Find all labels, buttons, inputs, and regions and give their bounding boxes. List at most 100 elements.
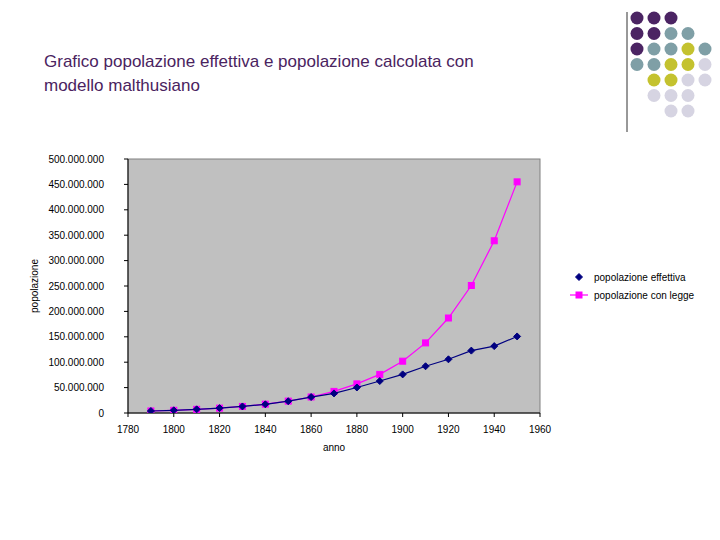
x-tick-label: 1960 — [529, 424, 552, 435]
data-point — [399, 371, 406, 378]
x-tick — [128, 413, 129, 417]
decoration-dot — [699, 43, 712, 56]
decoration-dot — [631, 43, 644, 56]
decoration-dot — [682, 89, 695, 102]
legend-item: popolazione effettiva — [576, 272, 686, 283]
y-tick-label: 50.000.000 — [54, 382, 104, 393]
series-group — [147, 179, 520, 413]
data-point — [171, 407, 177, 413]
data-point — [331, 390, 338, 397]
data-point — [491, 343, 498, 350]
y-tick-label: 500.000.000 — [48, 154, 104, 165]
data-point — [239, 403, 246, 410]
data-point — [193, 406, 200, 413]
decoration-dot — [682, 105, 695, 118]
x-tick — [356, 413, 357, 417]
decoration — [627, 12, 712, 133]
legend-marker — [576, 292, 582, 298]
y-tick-label: 100.000.000 — [48, 357, 104, 368]
decoration-dot — [648, 89, 661, 102]
data-point — [262, 401, 269, 408]
data-point — [217, 405, 223, 411]
data-point — [514, 179, 520, 185]
y-tick — [124, 362, 128, 363]
data-point — [308, 394, 314, 400]
x-tick — [448, 413, 449, 417]
decoration-dot — [682, 58, 695, 71]
data-point — [514, 333, 521, 340]
x-tick-label: 1840 — [254, 424, 277, 435]
decoration-dot — [665, 43, 678, 56]
x-tick-label: 1780 — [117, 424, 140, 435]
legend-label: popolazione con legge — [594, 290, 695, 301]
decoration-dot — [648, 58, 661, 71]
decoration-dot — [665, 89, 678, 102]
decoration-dot — [648, 12, 661, 25]
chart-svg: 050.000.000100.000.000150.000.000200.000… — [0, 0, 720, 540]
data-point — [445, 315, 451, 321]
y-tick-label: 300.000.000 — [48, 255, 104, 266]
y-axis-title: popolazione — [29, 259, 40, 313]
data-point — [353, 384, 360, 391]
data-point — [468, 347, 475, 354]
series-line — [151, 336, 517, 411]
y-tick-label: 450.000.000 — [48, 179, 104, 190]
decoration-dot — [665, 58, 678, 71]
x-tick-label: 1820 — [208, 424, 231, 435]
data-point — [239, 403, 245, 409]
legend-item: popolazione con legge — [570, 290, 695, 301]
y-tick — [124, 159, 128, 160]
decoration-dot — [682, 43, 695, 56]
data-point — [194, 406, 200, 412]
plot-area — [128, 159, 540, 413]
data-point — [491, 238, 497, 244]
y-tick — [124, 184, 128, 185]
data-point — [148, 408, 154, 413]
decoration-dot — [648, 74, 661, 87]
data-point — [445, 356, 452, 363]
y-tick — [124, 235, 128, 236]
data-point — [376, 378, 383, 385]
x-tick-label: 1920 — [437, 424, 460, 435]
decoration-dot — [648, 43, 661, 56]
x-tick — [265, 413, 266, 417]
decoration-line — [627, 12, 628, 132]
y-tick-label: 350.000.000 — [48, 230, 104, 241]
data-point — [308, 394, 315, 401]
x-tick — [494, 413, 495, 417]
decoration-dot — [648, 27, 661, 40]
y-tick — [124, 209, 128, 210]
y-tick — [124, 336, 128, 337]
x-tick — [219, 413, 220, 417]
data-point — [377, 371, 383, 377]
decoration-dot — [665, 74, 678, 87]
decoration-dot — [631, 12, 644, 25]
data-point — [422, 363, 429, 370]
y-tick — [124, 311, 128, 312]
x-tick — [311, 413, 312, 417]
y-tick-label: 150.000.000 — [48, 331, 104, 342]
data-point — [400, 358, 406, 364]
data-point — [147, 408, 154, 413]
data-point — [468, 282, 474, 288]
x-tick — [173, 413, 174, 417]
decoration-dot — [699, 74, 712, 87]
legend-marker — [576, 274, 583, 281]
x-axis-title: anno — [323, 442, 346, 453]
x-axis-line — [128, 413, 540, 414]
y-tick-label: 200.000.000 — [48, 306, 104, 317]
x-tick-label: 1860 — [300, 424, 323, 435]
decoration-dot — [665, 27, 678, 40]
decoration-dot — [665, 105, 678, 118]
decoration-dot — [631, 58, 644, 71]
x-tick-label: 1800 — [163, 424, 186, 435]
x-tick — [402, 413, 403, 417]
y-tick — [124, 387, 128, 388]
x-tick-label: 1940 — [483, 424, 506, 435]
legend-label: popolazione effettiva — [594, 272, 686, 283]
x-tick-label: 1900 — [392, 424, 415, 435]
y-tick — [124, 413, 128, 414]
data-point — [262, 401, 268, 407]
data-point — [216, 405, 223, 412]
y-tick-label: 250.000.000 — [48, 281, 104, 292]
